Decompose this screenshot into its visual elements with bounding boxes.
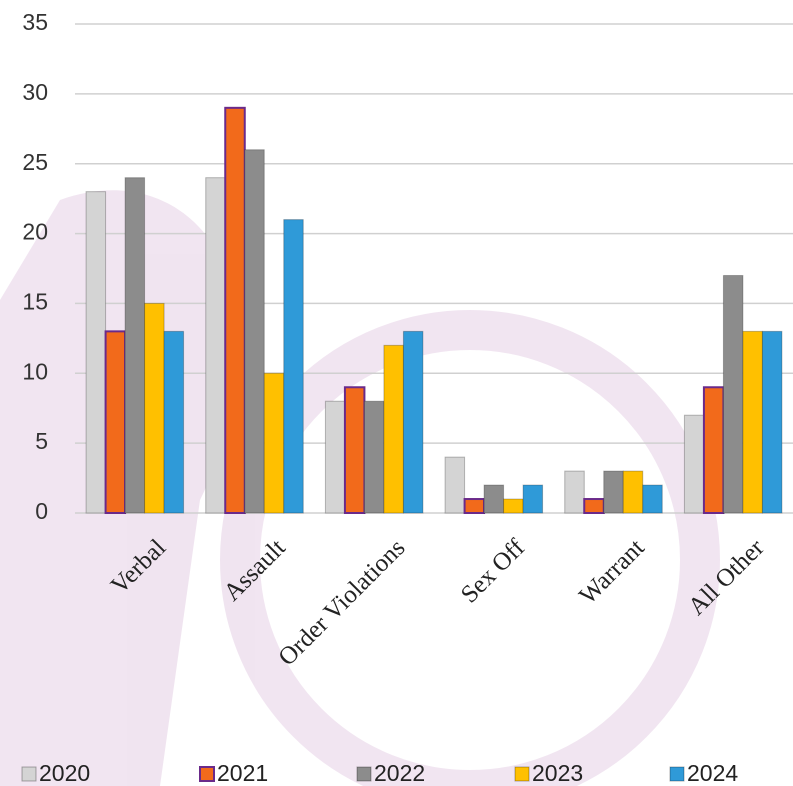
legend-label: 2020 [39, 760, 90, 786]
bar [683, 414, 705, 514]
y-tick-label: 35 [22, 9, 48, 35]
legend-label: 2024 [687, 760, 738, 786]
y-tick-label: 30 [22, 79, 48, 105]
y-tick-label: 15 [22, 289, 48, 315]
bar [603, 470, 624, 514]
legend-marker [199, 766, 215, 782]
bar [324, 400, 346, 514]
bar [283, 219, 304, 514]
bar [244, 149, 265, 514]
bar [583, 498, 605, 514]
bar [124, 177, 146, 514]
bar [444, 456, 466, 514]
bar [564, 470, 585, 514]
x-tick-label: Sex Off [456, 534, 531, 609]
legend-label: 2023 [532, 760, 583, 786]
legend-marker [21, 766, 37, 782]
legend-marker [356, 766, 372, 782]
bar [483, 484, 505, 514]
bar [503, 498, 524, 514]
legend-marker [669, 766, 685, 782]
bar [702, 386, 725, 514]
legend-marker [514, 766, 530, 782]
bar [383, 344, 404, 514]
bar [761, 330, 783, 514]
legend-label: 2021 [217, 760, 268, 786]
bar [263, 372, 285, 514]
bar [722, 274, 744, 514]
bar [205, 177, 226, 514]
x-tick-label: Warrant [574, 534, 650, 610]
bar [85, 191, 107, 514]
bar [463, 498, 486, 514]
bar [642, 484, 663, 514]
y-tick-label: 5 [35, 428, 48, 454]
bar [622, 470, 644, 514]
bar [144, 302, 165, 514]
bar [363, 400, 385, 514]
bar [402, 330, 424, 514]
bar [104, 330, 127, 514]
x-tick-label: Order Violations [273, 534, 410, 671]
bar [522, 484, 544, 514]
y-tick-label: 10 [22, 358, 48, 384]
y-tick-label: 20 [22, 219, 48, 245]
bar [343, 386, 366, 514]
y-tick-label: 0 [35, 498, 48, 524]
bar [224, 106, 246, 514]
bar [742, 330, 763, 514]
y-tick-label: 25 [22, 149, 48, 175]
legend-label: 2022 [374, 760, 425, 786]
bar [163, 330, 185, 514]
